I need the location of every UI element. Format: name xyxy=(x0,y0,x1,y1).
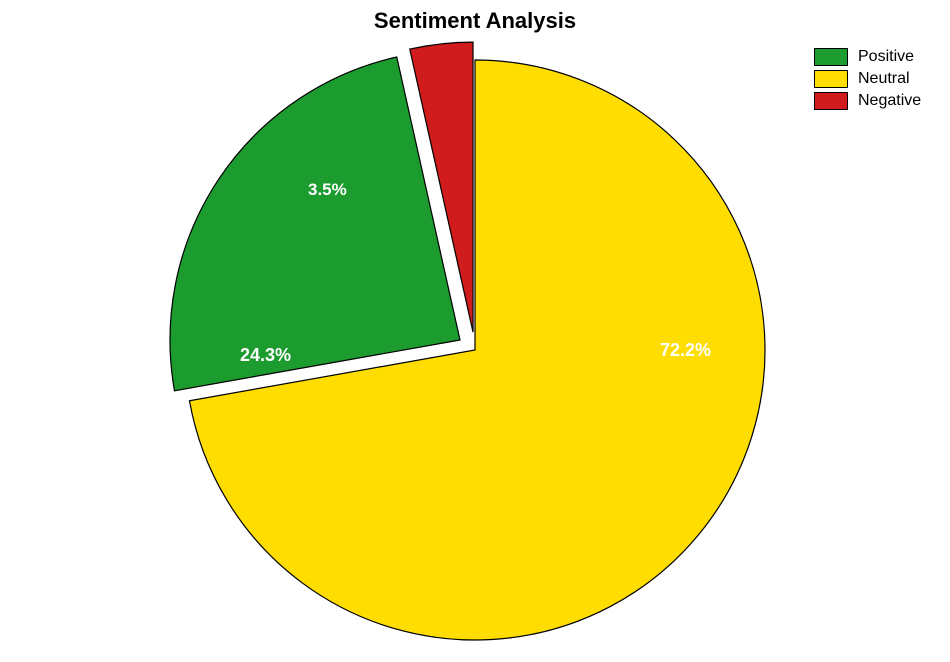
legend-swatch xyxy=(814,92,848,110)
pie-slice-positive xyxy=(170,57,460,391)
pie-chart xyxy=(0,0,950,662)
legend-label: Positive xyxy=(858,48,914,66)
legend-label: Neutral xyxy=(858,70,910,88)
legend-label: Negative xyxy=(858,92,921,110)
slice-label-neutral: 72.2% xyxy=(660,340,711,361)
legend-item-neutral: Neutral xyxy=(814,70,921,88)
legend-item-negative: Negative xyxy=(814,92,921,110)
legend-swatch xyxy=(814,48,848,66)
slice-label-positive: 24.3% xyxy=(240,345,291,366)
legend-swatch xyxy=(814,70,848,88)
legend: Positive Neutral Negative xyxy=(814,48,921,114)
legend-item-positive: Positive xyxy=(814,48,921,66)
slice-label-negative: 3.5% xyxy=(308,180,347,200)
